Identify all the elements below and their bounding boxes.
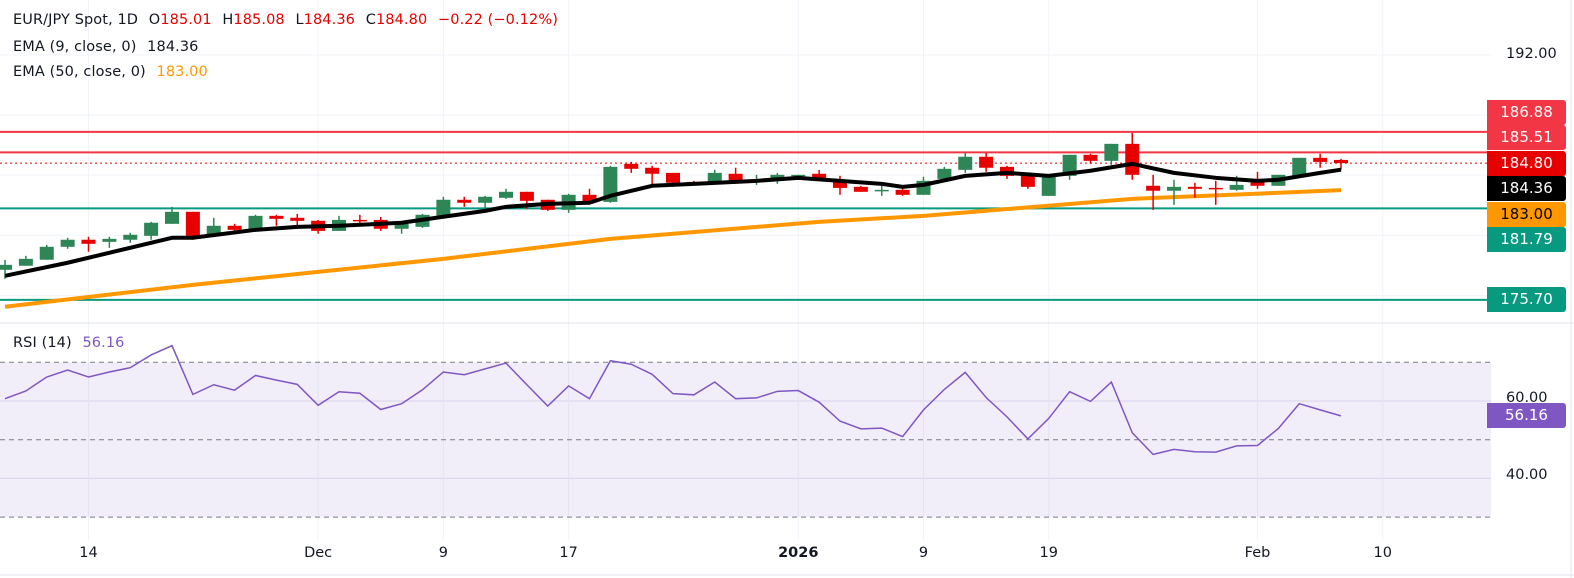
ema9-layer	[4, 161, 1342, 278]
candle-down	[352, 219, 367, 222]
ema9-label: EMA (9, close, 0)	[13, 39, 137, 55]
rsi-legend[interactable]: RSI (14) 56.16	[13, 335, 130, 351]
rsi-axis-label-60: 60.00	[1506, 390, 1548, 406]
candle-up	[478, 196, 493, 203]
candle-up	[874, 189, 889, 192]
low-value: L184.36	[295, 12, 355, 28]
candle-down	[81, 239, 96, 244]
candle-down	[833, 180, 847, 188]
ema50-label: EMA (50, close, 0)	[13, 64, 146, 80]
ohlc-legend: EUR/JPY Spot, 1D O185.01 H185.08 L184.36…	[13, 12, 564, 28]
time-tick-label: Feb	[1244, 545, 1271, 561]
candle-down	[624, 163, 639, 169]
time-tick-label: 9	[918, 545, 929, 561]
level-badge-175-70: 175.70	[1487, 287, 1566, 312]
candle-down	[582, 194, 597, 202]
candle-down	[227, 225, 242, 230]
candle-up	[1062, 154, 1077, 176]
ema50-layer	[4, 188, 1342, 309]
candle-up	[248, 215, 263, 230]
price-axis-label-192: 192.00	[1506, 46, 1557, 62]
level-badge-181-79: 181.79	[1487, 227, 1566, 252]
candle-up	[39, 246, 54, 260]
time-tick-label: 2026	[778, 545, 819, 561]
level-badge-186-88: 186.88	[1487, 100, 1566, 125]
ema9-legend[interactable]: EMA (9, close, 0) 184.36	[13, 39, 205, 55]
candle-up	[394, 223, 409, 229]
candle-down	[269, 215, 284, 219]
ema9-line	[4, 161, 1342, 278]
time-tick-label: 10	[1373, 545, 1392, 561]
candle-up	[0, 264, 12, 270]
candle-up	[436, 199, 451, 216]
time-tick-label: 19	[1039, 545, 1058, 561]
candle-up	[707, 172, 722, 183]
symbol-title[interactable]: EUR/JPY Spot, 1D	[13, 12, 139, 28]
candle-down	[853, 186, 868, 192]
time-tick-label: 9	[438, 545, 448, 561]
candle-down	[1313, 157, 1328, 162]
candle-up	[18, 258, 33, 266]
ema50-legend[interactable]: EMA (50, close, 0) 183.00	[13, 64, 214, 80]
candle-up	[165, 211, 179, 224]
candle-up	[791, 174, 806, 177]
rsi-badge: 56.16	[1487, 403, 1566, 428]
ema9-value: 184.36	[147, 39, 199, 55]
time-tick-label: Dec	[304, 545, 333, 561]
candle-up	[60, 239, 75, 247]
candle-down	[1334, 159, 1348, 164]
ema50-line	[4, 188, 1342, 309]
rsi-line	[4, 344, 1342, 456]
ema9-badge: 184.36	[1487, 176, 1566, 201]
candle-down	[1146, 185, 1161, 191]
candle-down	[290, 217, 305, 221]
rsi-label: RSI (14)	[13, 335, 72, 351]
candle-up	[1104, 143, 1119, 161]
gridlines	[0, 0, 1491, 540]
change-value: −0.22 (−0.12%)	[438, 12, 558, 28]
ema50-badge: 183.00	[1487, 202, 1566, 227]
rsi-axis-label-40: 40.00	[1506, 467, 1548, 483]
candle-up	[958, 156, 973, 170]
candle-down	[1208, 187, 1223, 190]
candle-up	[123, 234, 138, 240]
rsi-value: 56.16	[82, 335, 125, 351]
candle-down	[979, 156, 994, 168]
candle-down	[1020, 174, 1035, 187]
candle-up	[1292, 157, 1307, 176]
price-levels	[0, 130, 1487, 301]
candle-down	[457, 199, 472, 203]
rsi-pane	[0, 344, 1491, 518]
candle-up	[499, 191, 513, 198]
high-value: H185.08	[222, 12, 285, 28]
open-value: O185.01	[148, 12, 212, 28]
candle-down	[812, 173, 827, 180]
candle-down	[895, 189, 910, 195]
time-tick-label: 14	[79, 545, 98, 561]
candle-up	[1167, 186, 1181, 191]
candle-down	[1125, 143, 1140, 175]
candle-down	[1083, 154, 1098, 161]
candle-up	[1041, 174, 1056, 196]
last-price-badge: 184.80	[1487, 151, 1566, 176]
candle-up	[102, 238, 117, 242]
candle-up	[144, 222, 159, 236]
level-badge-185-51: 185.51	[1487, 125, 1566, 150]
candle-up	[1229, 184, 1244, 190]
candle-down	[519, 191, 534, 201]
candle-down	[185, 211, 200, 236]
candle-down	[1187, 186, 1202, 189]
time-tick-label: 17	[559, 545, 578, 561]
rsi-band	[0, 362, 1491, 518]
ema50-value: 183.00	[156, 64, 208, 80]
candle-up	[206, 225, 221, 236]
candles-layer	[0, 132, 1348, 279]
candle-up	[937, 168, 952, 179]
close-value: C184.80	[365, 12, 428, 28]
candle-down	[728, 173, 743, 181]
candle-down	[645, 167, 660, 174]
candle-down	[666, 172, 680, 183]
candle-down	[1250, 181, 1265, 186]
